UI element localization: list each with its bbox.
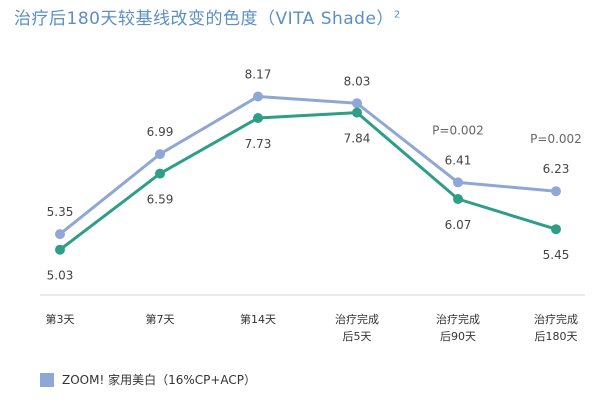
- data-label: 8.03: [344, 74, 371, 88]
- data-point: [551, 224, 561, 235]
- data-label: 8.17: [245, 68, 272, 82]
- chart-title: 治疗后180天较基线改变的色度（VITA Shade）2: [14, 4, 401, 29]
- x-tick-label: 第7天: [146, 312, 175, 326]
- data-label: 7.73: [245, 137, 272, 151]
- data-point: [155, 168, 165, 179]
- data-label: 6.23: [543, 162, 570, 176]
- x-tick-label: 第3天: [46, 312, 75, 326]
- x-tick-label: 后5天: [343, 330, 372, 343]
- data-label: 5.03: [47, 269, 74, 283]
- x-tick-label: 后90天: [440, 330, 476, 343]
- legend-swatch-zoom: [40, 372, 54, 387]
- data-point: [155, 149, 165, 160]
- data-label: 6.59: [147, 193, 174, 207]
- series-line-1: [59, 111, 557, 251]
- data-point: [352, 107, 362, 118]
- data-point: [352, 98, 362, 109]
- data-label: 6.99: [147, 125, 174, 139]
- chart-title-text: 治疗后180天较基线改变的色度（VITA Shade）: [14, 9, 394, 29]
- data-label: 5.35: [47, 205, 74, 219]
- series-line-0: [59, 95, 557, 236]
- data-label: 6.07: [445, 218, 472, 232]
- data-label: 5.45: [543, 248, 570, 262]
- x-tick-label: 治疗完成: [436, 312, 480, 326]
- x-tick-label: 治疗完成: [534, 312, 578, 326]
- legend-item-zoom: ZOOM! 家用美白（16%CP+ACP）: [40, 371, 256, 388]
- x-tick-label: 第14天: [240, 312, 276, 326]
- data-point: [55, 244, 65, 255]
- data-label: 7.84: [344, 132, 371, 146]
- legend-label-zoom: ZOOM! 家用美白（16%CP+ACP）: [62, 373, 257, 387]
- data-point: [55, 229, 65, 240]
- data-point: [551, 186, 561, 197]
- data-point: [253, 91, 263, 102]
- data-label: 6.41: [445, 153, 472, 167]
- data-point: [453, 194, 463, 204]
- chart-title-footnote: 2: [393, 9, 401, 21]
- p-value-annotation: P=0.002: [432, 123, 484, 137]
- data-point: [453, 177, 463, 188]
- x-tick-label: 治疗完成: [335, 312, 379, 326]
- p-value-annotation: P=0.002: [530, 132, 582, 146]
- data-point: [253, 113, 263, 123]
- x-tick-label: 后180天: [535, 330, 578, 343]
